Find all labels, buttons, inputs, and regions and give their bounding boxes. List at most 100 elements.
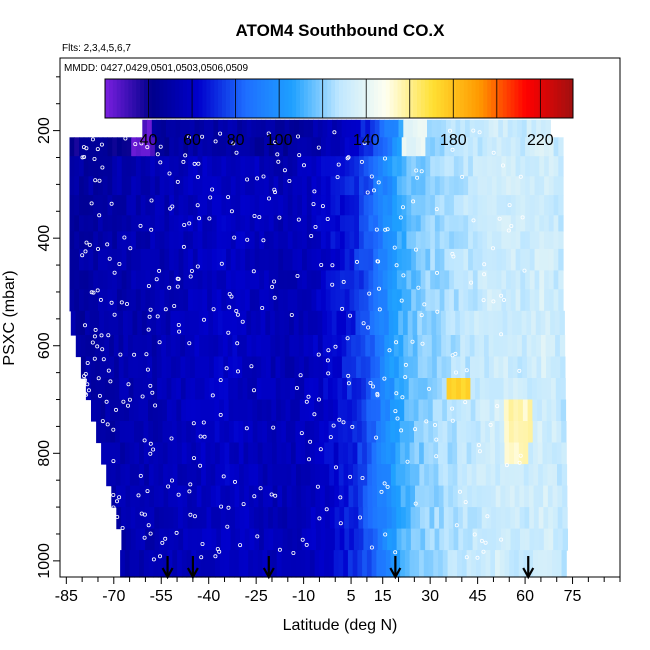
- heatmap-cell: [548, 176, 555, 196]
- heatmap-cell: [258, 507, 264, 530]
- heatmap-cell: [358, 485, 364, 508]
- heatmap-cell: [305, 464, 311, 487]
- heatmap-cell: [211, 270, 218, 290]
- heatmap-cell: [145, 528, 151, 551]
- heatmap-cell: [553, 195, 559, 216]
- heatmap-cell: [83, 270, 89, 290]
- heatmap-cell: [529, 176, 536, 196]
- heatmap-cell: [277, 507, 283, 530]
- observation-dot: [369, 174, 374, 179]
- colorbar-tick-label: 220: [527, 132, 554, 149]
- heatmap-cell: [130, 485, 136, 508]
- heatmap-cell: [286, 485, 293, 508]
- colorbar-segment: [354, 79, 359, 118]
- observation-dot: [191, 421, 196, 426]
- heatmap-cell: [146, 310, 152, 336]
- heatmap-cell: [152, 399, 158, 422]
- heatmap-cell: [558, 270, 564, 290]
- heatmap-cell: [281, 550, 287, 578]
- observation-dot: [375, 391, 380, 396]
- heatmap-cell: [501, 270, 507, 290]
- heatmap-cell: [273, 231, 279, 250]
- heatmap-cell: [493, 119, 499, 138]
- heatmap: [69, 119, 568, 578]
- heatmap-cell: [405, 485, 411, 508]
- heatmap-cell: [468, 156, 474, 177]
- heatmap-cell: [294, 119, 300, 138]
- heatmap-cell: [235, 176, 241, 196]
- heatmap-cell: [204, 378, 210, 401]
- heatmap-cell: [79, 215, 85, 232]
- colorbar-segment: [186, 79, 192, 118]
- heatmap-cell: [366, 442, 373, 465]
- heatmap-cell: [264, 156, 270, 177]
- heatmap-cell: [553, 289, 559, 312]
- observation-dot: [90, 449, 95, 454]
- heatmap-cell: [281, 464, 288, 487]
- heatmap-cell: [472, 289, 479, 312]
- heatmap-cell: [439, 289, 445, 312]
- heatmap-cell: [532, 421, 538, 444]
- heatmap-cell: [249, 289, 256, 312]
- heatmap-cell: [158, 442, 164, 465]
- heatmap-cell: [162, 399, 168, 422]
- heatmap-cell: [152, 378, 158, 401]
- observation-dot: [170, 204, 175, 209]
- observation-dot: [460, 174, 465, 179]
- heatmap-cell: [525, 137, 531, 157]
- heatmap-cell: [349, 195, 355, 216]
- heatmap-cell: [341, 119, 347, 138]
- heatmap-cell: [503, 378, 509, 401]
- heatmap-cell: [510, 528, 516, 551]
- heatmap-cell: [548, 215, 555, 232]
- heatmap-cell: [216, 528, 222, 551]
- heatmap-cell: [107, 195, 113, 216]
- heatmap-cell: [168, 485, 174, 508]
- observation-dot: [319, 262, 324, 267]
- heatmap-cell: [463, 231, 469, 250]
- heatmap-cell: [230, 248, 237, 271]
- heatmap-cell: [186, 550, 192, 578]
- heatmap-cell: [502, 310, 508, 336]
- observation-dot: [300, 537, 305, 542]
- heatmap-cell: [477, 215, 483, 232]
- heatmap-cell: [244, 485, 250, 508]
- heatmap-cell: [204, 399, 211, 422]
- heatmap-cell: [121, 289, 127, 312]
- heatmap-cell: [291, 485, 297, 508]
- heatmap-cell: [228, 378, 234, 401]
- colorbar-segment: [210, 79, 215, 118]
- heatmap-cell: [506, 289, 512, 312]
- heatmap-cell: [204, 119, 210, 138]
- observation-dot: [277, 547, 282, 552]
- heatmap-cell: [247, 356, 253, 379]
- heatmap-cell: [378, 231, 384, 250]
- heatmap-cell: [501, 231, 507, 250]
- colorbar-segment: [315, 79, 320, 118]
- heatmap-cell: [88, 215, 94, 232]
- heatmap-cell: [192, 195, 199, 216]
- heatmap-cell: [359, 270, 365, 290]
- heatmap-cell: [344, 289, 350, 312]
- heatmap-cell: [135, 528, 141, 551]
- heatmap-cell: [472, 507, 478, 530]
- heatmap-cell: [420, 289, 426, 312]
- heatmap-cell: [408, 378, 414, 401]
- heatmap-cell: [173, 231, 180, 250]
- heatmap-cell: [135, 176, 142, 196]
- heatmap-cell: [450, 310, 456, 336]
- heatmap-cell: [264, 248, 270, 271]
- observation-dot: [313, 224, 318, 229]
- heatmap-cell: [352, 550, 358, 578]
- heatmap-cell: [457, 464, 463, 487]
- heatmap-cell: [468, 176, 474, 196]
- heatmap-cell: [423, 442, 430, 465]
- heatmap-cell: [321, 215, 327, 232]
- heatmap-cell: [207, 231, 213, 250]
- heatmap-cell: [417, 356, 424, 379]
- observation-dot: [181, 244, 186, 249]
- heatmap-cell: [496, 231, 502, 250]
- colorbar-segment: [140, 79, 145, 118]
- heatmap-cell: [239, 507, 245, 530]
- heatmap-cell: [249, 270, 256, 290]
